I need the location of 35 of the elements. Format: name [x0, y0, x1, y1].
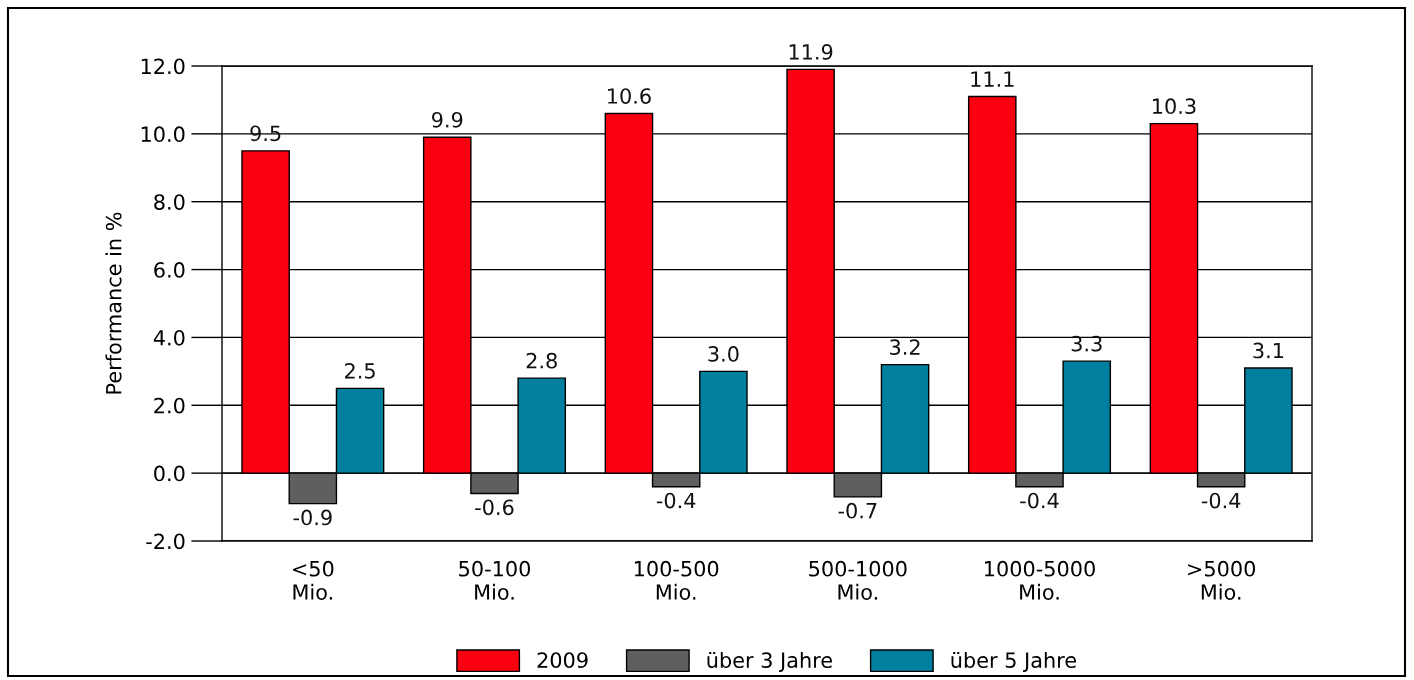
data-label: -0.6: [475, 499, 514, 516]
data-label: -0.4: [1201, 492, 1241, 509]
data-label: 3.0: [708, 346, 739, 362]
x-tick-label: 50-100 Mio.: [459, 560, 531, 600]
y-tick-label: 6.0: [154, 262, 185, 278]
x-tick-label: 100-500 Mio.: [634, 560, 719, 600]
data-label: 2.8: [526, 352, 557, 369]
legend-label: 2009: [537, 652, 588, 668]
data-label: 11.1: [971, 71, 1014, 87]
data-label: 3.3: [1071, 335, 1102, 352]
data-label: 10.6: [608, 88, 651, 104]
x-tick-label: >5000 Mio.: [1188, 560, 1256, 600]
y-tick-label: 12.0: [141, 58, 185, 75]
data-label: -0.9: [293, 509, 332, 526]
x-tick-label: <50 Mio.: [293, 560, 334, 600]
x-tick-label: 1000-5000 Mio.: [985, 560, 1095, 600]
data-label: 11.9: [789, 44, 833, 60]
data-label: -0.7: [838, 502, 877, 519]
y-tick-label: 8.0: [154, 194, 185, 210]
data-label: 2.5: [345, 362, 375, 379]
data-label: -0.4: [1020, 492, 1059, 509]
y-tick-label: -2.0: [146, 533, 185, 550]
y-tick-label: 10.0: [141, 126, 185, 143]
y-axis-title: Performance in %: [105, 212, 122, 394]
data-label: -0.4: [656, 492, 696, 509]
data-label: 3.2: [890, 339, 920, 355]
data-label: 9.9: [432, 111, 463, 128]
y-tick-label: 4.0: [153, 329, 185, 346]
data-label: 10.3: [1153, 98, 1196, 115]
data-label: 3.1: [1253, 342, 1284, 359]
legend-label: über 3 Jahre: [707, 651, 832, 672]
y-tick-label: 0.0: [154, 465, 185, 482]
legend-label: über 5 Jahre: [951, 651, 1076, 672]
y-tick-label: 2.0: [154, 397, 185, 414]
x-tick-label: 500-1000 Mio.: [809, 560, 907, 600]
